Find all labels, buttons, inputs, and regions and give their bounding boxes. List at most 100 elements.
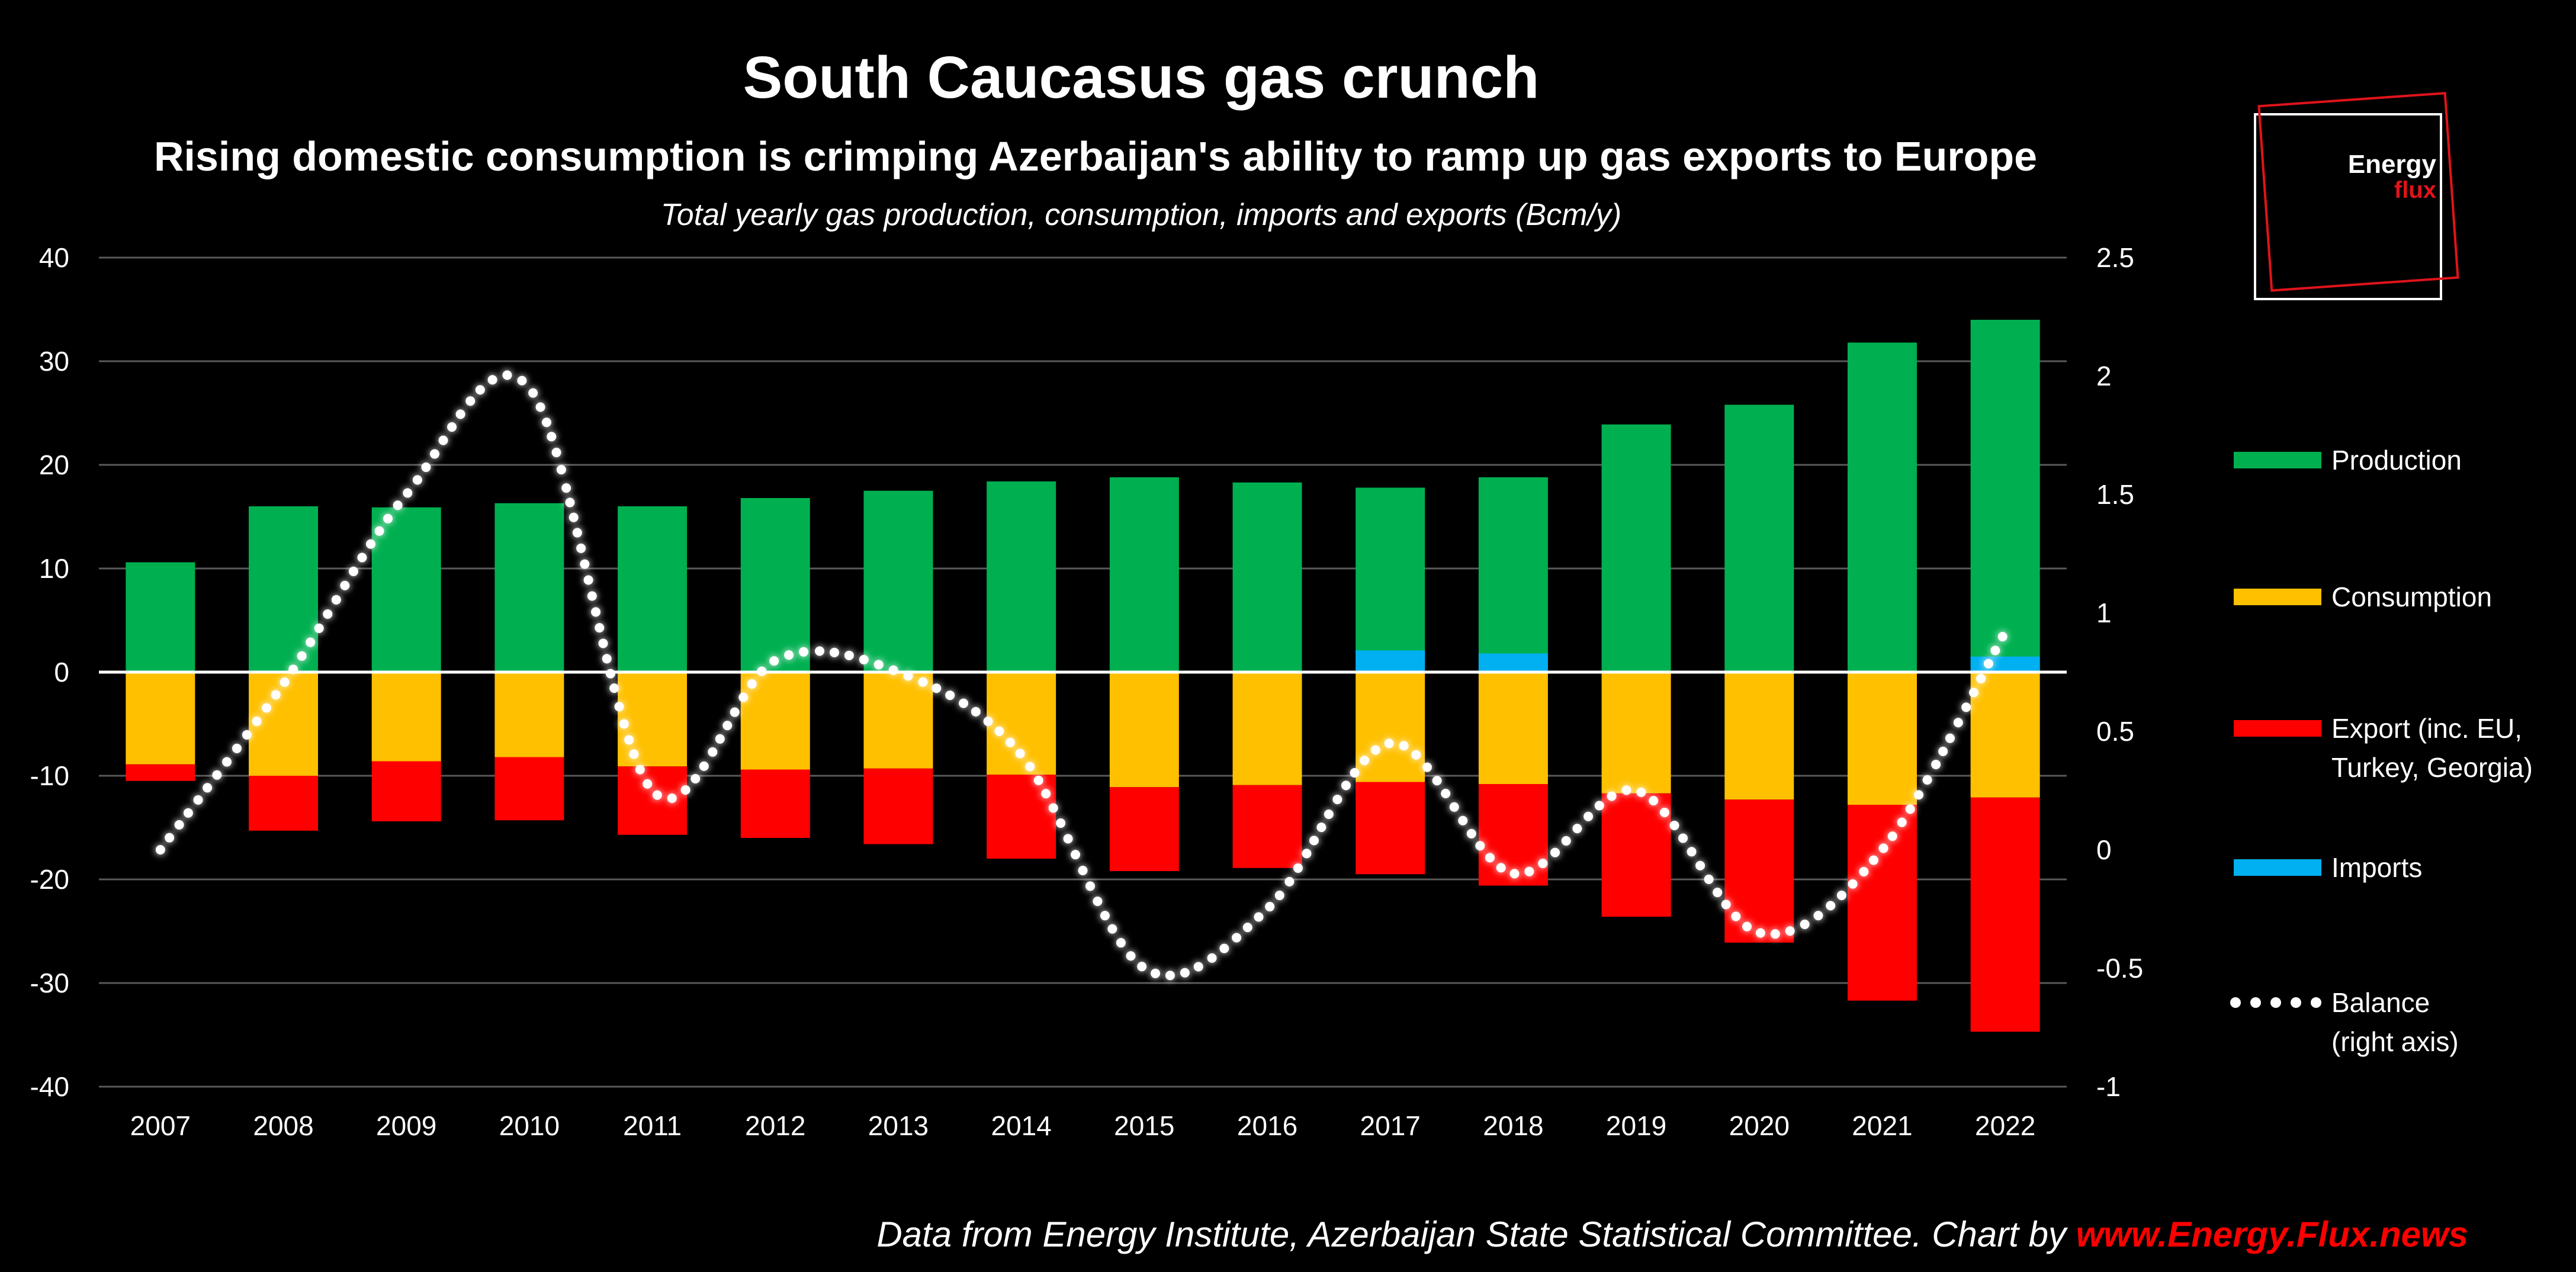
balance-point — [297, 651, 307, 661]
balance-point — [971, 706, 981, 717]
consumption-legend-label: Consumption — [2331, 582, 2492, 612]
balance-point — [1085, 881, 1095, 891]
production-bar — [1970, 320, 2040, 672]
balance-point — [193, 795, 203, 805]
x-axis-tick: 2020 — [1729, 1110, 1790, 1141]
export-bar — [1356, 782, 1425, 875]
balance-point — [1636, 787, 1646, 797]
balance-point — [829, 647, 839, 657]
export-bar — [863, 768, 933, 844]
right-axis-tick: 1 — [2096, 598, 2112, 628]
balance-point — [1293, 863, 1303, 873]
balance-point — [1432, 776, 1442, 786]
x-axis-tick: 2013 — [868, 1110, 929, 1141]
balance-point — [715, 734, 725, 744]
logo-frame-white — [2254, 113, 2442, 300]
balance-legend-swatch — [2250, 997, 2261, 1008]
balance-point — [1116, 938, 1126, 948]
left-axis-tick: 30 — [39, 346, 69, 377]
balance-point — [652, 790, 662, 800]
production-bar — [1109, 477, 1179, 672]
balance-point — [1594, 801, 1604, 811]
consumption-bar — [987, 672, 1056, 775]
export-bar — [740, 769, 810, 838]
balance-point — [1961, 702, 1971, 712]
balance-point — [1411, 750, 1421, 760]
balance-point — [1324, 810, 1334, 819]
imports-bar — [1356, 650, 1425, 672]
balance-point — [1731, 911, 1741, 921]
source-link[interactable]: www.Energy.Flux.news — [2076, 1215, 2468, 1254]
balance-point — [1713, 888, 1723, 898]
balance-point — [699, 761, 709, 771]
balance-point — [551, 448, 561, 458]
export-bar — [1601, 793, 1671, 917]
balance-point — [1302, 849, 1312, 859]
source-note: Data from Energy Institute, Azerbaijan S… — [876, 1215, 2468, 1254]
x-axis-tick: 2014 — [991, 1110, 1051, 1141]
balance-point — [447, 422, 457, 432]
balance-point — [1859, 866, 1869, 876]
export-bar — [126, 764, 195, 781]
balance-point — [1309, 836, 1319, 846]
balance-point — [932, 683, 942, 693]
balance-point — [1316, 823, 1326, 833]
export-bar — [618, 766, 688, 835]
balance-point — [1284, 876, 1295, 886]
balance-point — [306, 637, 316, 647]
export-bar — [987, 775, 1056, 859]
balance-point — [1332, 794, 1342, 804]
right-axis-tick: 2.5 — [2096, 242, 2134, 273]
balance-point — [1550, 847, 1560, 857]
balance-point — [1583, 811, 1594, 821]
production-bar — [618, 506, 688, 672]
production-bar — [863, 490, 933, 672]
balance-point — [918, 677, 928, 687]
consumption-bar — [1478, 672, 1548, 784]
left-axis-tick: -10 — [30, 760, 69, 791]
consumption-bar — [1724, 672, 1794, 800]
balance-point — [357, 553, 367, 563]
consumption-bar — [1356, 672, 1425, 782]
balance-point — [1370, 745, 1380, 755]
production-legend-swatch — [2234, 452, 2321, 468]
balance-point — [1983, 659, 1993, 669]
balance-point — [1265, 902, 1275, 912]
balance-point — [903, 671, 913, 681]
x-axis-tick: 2009 — [376, 1110, 436, 1141]
balance-point — [438, 435, 448, 445]
balance-point — [1997, 632, 2008, 642]
balance-point — [271, 690, 281, 700]
export-bar — [1478, 784, 1548, 886]
balance-point — [222, 757, 232, 767]
balance-point — [1015, 749, 1025, 759]
balance-point — [1441, 789, 1451, 799]
balance-point — [1976, 673, 1986, 683]
production-bar — [987, 481, 1056, 672]
balance-point — [1449, 802, 1459, 812]
right-axis-tick: -1 — [2096, 1071, 2121, 1102]
consumption-bar — [1601, 672, 1671, 794]
balance-point — [535, 402, 545, 412]
chart-title: South Caucasus gas crunch — [743, 44, 1540, 111]
balance-point — [288, 664, 298, 674]
export-bar — [1970, 797, 2040, 1032]
balance-point — [844, 650, 854, 660]
right-axis-tick: 1.5 — [2096, 479, 2134, 510]
consumption-bar — [1847, 672, 1917, 805]
balance-point — [528, 388, 538, 398]
balance-point — [348, 566, 358, 576]
balance-point — [541, 417, 551, 428]
x-axis-ticks: 2007 2008 2009 2010 2011 2012 2013 2014 2015 2016… — [130, 1110, 2036, 1141]
balance-point — [1341, 780, 1351, 791]
production-bar — [126, 562, 195, 672]
balance-point — [155, 845, 165, 855]
balance-point — [598, 638, 608, 648]
balance-point — [203, 783, 213, 793]
balance-point — [1137, 962, 1147, 972]
production-bar — [1601, 424, 1671, 672]
balance-point — [556, 465, 566, 475]
export-bar — [371, 761, 441, 821]
balance-point — [1868, 855, 1878, 865]
export-bar — [1724, 799, 1794, 943]
